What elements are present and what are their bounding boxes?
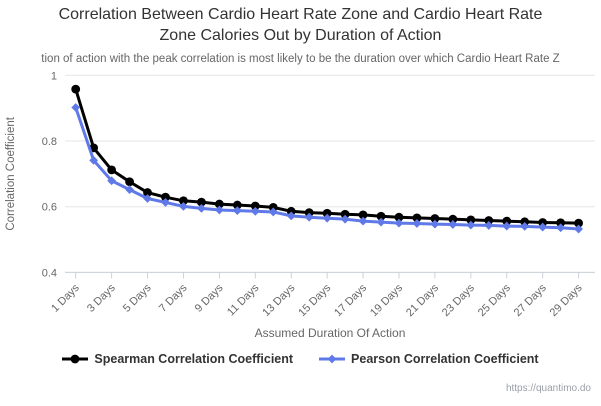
data-point-pearson[interactable] xyxy=(286,211,296,221)
data-point-spearman[interactable] xyxy=(448,214,458,224)
chart-title: Correlation Between Cardio Heart Rate Zo… xyxy=(58,6,543,44)
x-tick-label: 21 Days xyxy=(404,282,441,319)
data-point-spearman[interactable] xyxy=(250,201,260,211)
data-point-spearman[interactable] xyxy=(179,196,188,206)
data-point-pearson[interactable] xyxy=(520,222,530,231)
data-point-spearman[interactable] xyxy=(125,177,134,187)
data-point-spearman[interactable] xyxy=(71,84,81,94)
x-tick-label: 27 Days xyxy=(512,282,549,319)
data-point-spearman[interactable] xyxy=(412,213,422,223)
x-tick-label: 25 Days xyxy=(476,282,513,319)
data-point-spearman[interactable] xyxy=(286,206,296,216)
legend-label-spearman: Spearman Correlation Coefficient xyxy=(94,352,294,366)
legend: Spearman Correlation Coefficient Pearson… xyxy=(0,352,601,366)
x-tick-label: 29 Days xyxy=(548,282,585,319)
data-point-spearman[interactable] xyxy=(484,216,494,225)
data-point-spearman[interactable] xyxy=(358,210,368,220)
data-point-spearman[interactable] xyxy=(268,202,278,212)
data-point-pearson[interactable] xyxy=(214,205,224,215)
data-point-pearson[interactable] xyxy=(376,217,386,227)
data-point-pearson[interactable] xyxy=(161,198,170,207)
data-point-spearman[interactable] xyxy=(538,218,548,227)
data-point-pearson[interactable] xyxy=(232,206,242,216)
watermark-link[interactable]: https://quantimo.do xyxy=(505,383,591,394)
chart-subtitle-wrap: tion of action with the peak correlation… xyxy=(0,53,601,65)
x-tick-label: 13 Days xyxy=(260,282,297,319)
chart-subtitle: tion of action with the peak correlation… xyxy=(41,53,560,65)
x-tick-label: 9 Days xyxy=(193,282,226,315)
data-point-pearson[interactable] xyxy=(556,223,566,233)
y-tick-label: 0.4 xyxy=(42,267,57,279)
data-point-pearson[interactable] xyxy=(250,206,260,216)
data-point-spearman[interactable] xyxy=(430,214,440,223)
data-point-spearman[interactable] xyxy=(232,200,242,210)
data-point-spearman[interactable] xyxy=(304,208,314,218)
spearman-line-circle-icon xyxy=(62,354,89,364)
legend-label-pearson: Pearson Correlation Coefficient xyxy=(351,352,539,366)
data-point-spearman[interactable] xyxy=(143,188,152,197)
data-point-pearson[interactable] xyxy=(322,213,332,223)
series-line-spearman xyxy=(74,88,579,225)
data-point-spearman[interactable] xyxy=(107,165,117,175)
x-tick-label: 11 Days xyxy=(225,282,262,319)
data-point-pearson[interactable] xyxy=(89,155,99,165)
data-point-pearson[interactable] xyxy=(574,224,583,234)
x-tick-label: 7 Days xyxy=(157,282,190,315)
y-tick-label: 0.6 xyxy=(42,202,57,214)
data-point-pearson[interactable] xyxy=(484,221,494,230)
data-point-spearman[interactable] xyxy=(161,192,170,202)
legend-item-spearman[interactable]: Spearman Correlation Coefficient xyxy=(62,352,293,366)
data-point-spearman[interactable] xyxy=(520,217,530,227)
x-axis-title: Assumed Duration Of Action xyxy=(255,326,406,340)
data-point-pearson[interactable] xyxy=(179,201,188,211)
y-tick-label: 1 xyxy=(51,70,57,82)
data-point-pearson[interactable] xyxy=(538,222,548,232)
data-point-spearman[interactable] xyxy=(502,216,512,226)
data-point-pearson[interactable] xyxy=(107,176,117,186)
data-point-pearson[interactable] xyxy=(268,207,278,217)
data-point-pearson[interactable] xyxy=(502,221,512,231)
data-point-pearson[interactable] xyxy=(197,203,206,213)
data-point-spearman[interactable] xyxy=(376,211,386,221)
x-tick-label: 5 Days xyxy=(121,282,154,315)
data-point-pearson[interactable] xyxy=(358,216,368,226)
data-point-pearson[interactable] xyxy=(304,212,314,222)
data-point-pearson[interactable] xyxy=(125,185,134,195)
data-point-spearman[interactable] xyxy=(340,209,350,219)
x-tick-label: 3 Days xyxy=(85,282,118,315)
x-tick-label: 23 Days xyxy=(440,282,477,319)
data-point-pearson[interactable] xyxy=(448,220,458,229)
data-point-pearson[interactable] xyxy=(412,219,422,228)
x-tick-label: 15 Days xyxy=(296,282,333,319)
y-axis-title: Correlation Coefficient xyxy=(5,116,17,230)
data-point-pearson[interactable] xyxy=(430,219,440,229)
data-point-pearson[interactable] xyxy=(466,220,476,230)
data-point-pearson[interactable] xyxy=(394,218,404,228)
y-tick-label: 0.8 xyxy=(42,136,57,148)
pearson-line-diamond-icon xyxy=(319,354,346,364)
x-tick-label: 19 Days xyxy=(368,282,405,319)
data-point-spearman[interactable] xyxy=(556,218,566,228)
data-point-spearman[interactable] xyxy=(214,199,224,209)
data-point-spearman[interactable] xyxy=(197,197,206,207)
data-point-spearman[interactable] xyxy=(394,212,404,222)
x-tick-label: 1 Days xyxy=(49,282,82,315)
data-point-pearson[interactable] xyxy=(71,103,81,112)
x-tick-label: 17 Days xyxy=(332,282,369,319)
data-point-spearman[interactable] xyxy=(574,218,583,228)
data-point-spearman[interactable] xyxy=(322,208,332,218)
data-point-pearson[interactable] xyxy=(340,214,350,224)
legend-item-pearson[interactable]: Pearson Correlation Coefficient xyxy=(319,352,539,366)
data-point-spearman[interactable] xyxy=(466,215,476,225)
data-point-pearson[interactable] xyxy=(143,194,152,203)
